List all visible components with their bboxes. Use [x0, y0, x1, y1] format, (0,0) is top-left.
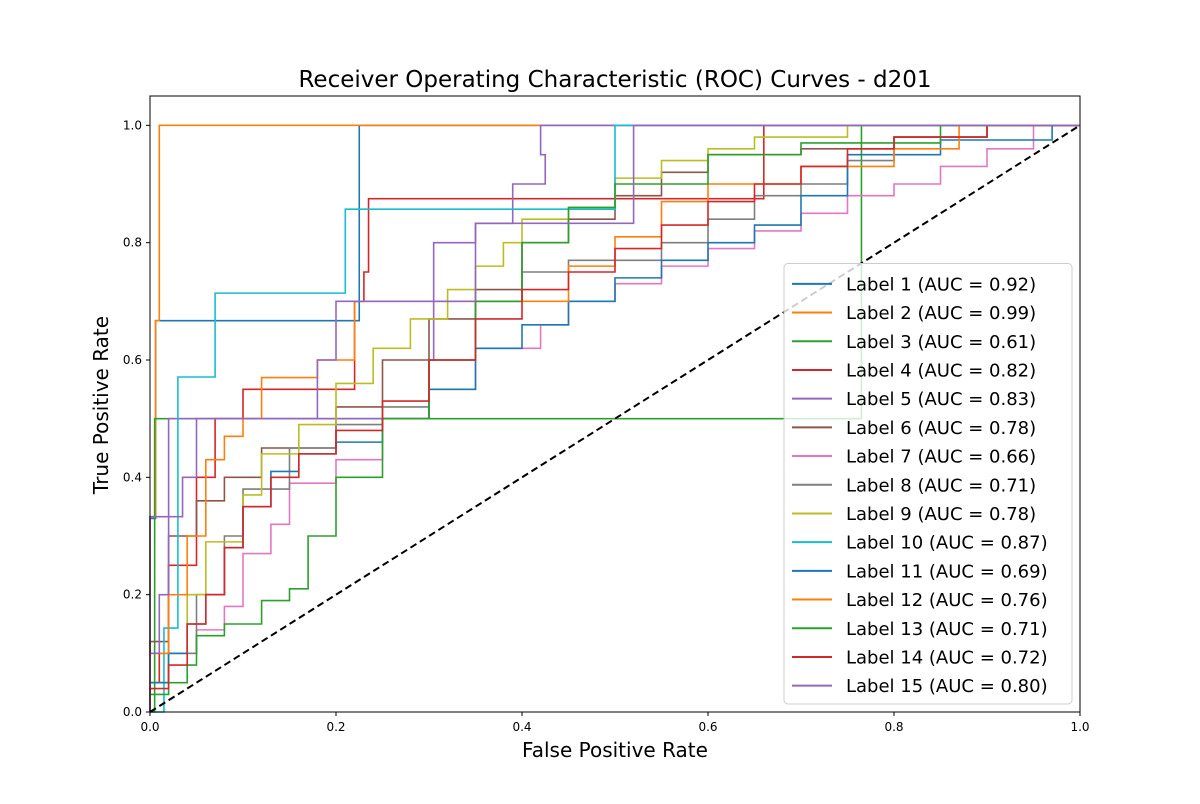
x-tick-label: 0.6 — [698, 720, 717, 734]
y-tick-label: 1.0 — [123, 118, 142, 132]
legend-label: Label 6 (AUC = 0.78) — [846, 418, 1036, 439]
legend-label: Label 7 (AUC = 0.66) — [846, 447, 1036, 468]
x-tick-label: 0.8 — [884, 720, 903, 734]
legend-box — [783, 263, 1073, 705]
y-axis-title: True Positive Rate — [89, 316, 113, 495]
x-tick-label: 1.0 — [1070, 720, 1089, 734]
legend-label: Label 2 (AUC = 0.99) — [846, 303, 1036, 324]
legend-label: Label 12 (AUC = 0.76) — [846, 590, 1048, 611]
roc-curve-13 — [149, 124, 1080, 712]
axes: 0.0 0.2 0.4 0.6 0.8 1.0 0.0 0.2 0.4 0.6 0.8 1.0 — [123, 95, 1090, 734]
roc-curve-14 — [149, 124, 1080, 712]
y-tick-label: 0.8 — [123, 236, 142, 250]
x-tick-label: 0.4 — [512, 720, 531, 734]
x-tick-label: 0.0 — [140, 720, 159, 734]
legend: Label 1 (AUC = 0.92) Label 2 (AUC = 0.99)… — [783, 263, 1073, 705]
legend-label: Label 5 (AUC = 0.83) — [846, 389, 1036, 410]
legend-label: Label 13 (AUC = 0.71) — [846, 619, 1048, 640]
roc-curve-9 — [149, 124, 1080, 712]
legend-label: Label 3 (AUC = 0.61) — [846, 332, 1036, 353]
legend-label: Label 11 (AUC = 0.69) — [846, 561, 1048, 582]
axes-frame — [149, 95, 1081, 713]
legend-label: Label 10 (AUC = 0.87) — [846, 533, 1048, 554]
legend-label: Label 4 (AUC = 0.82) — [846, 360, 1036, 381]
chance-diagonal-line — [149, 124, 1081, 713]
x-axis-title: False Positive Rate — [522, 738, 708, 762]
legend-label: Label 1 (AUC = 0.92) — [846, 274, 1036, 295]
y-tick-label: 0.0 — [123, 705, 142, 719]
legend-label: Label 8 (AUC = 0.71) — [846, 475, 1036, 496]
y-tick-label: 0.2 — [123, 588, 142, 602]
legend-label: Label 9 (AUC = 0.78) — [846, 504, 1036, 525]
legend-label: Label 15 (AUC = 0.80) — [846, 676, 1048, 697]
x-tick-label: 0.2 — [326, 720, 345, 734]
y-tick-label: 0.4 — [123, 470, 142, 484]
roc-curve-15 — [149, 124, 1080, 712]
chart-title: Receiver Operating Characteristic (ROC) … — [298, 67, 931, 93]
legend-label: Label 14 (AUC = 0.72) — [846, 647, 1048, 668]
y-tick-label: 0.6 — [123, 353, 142, 367]
